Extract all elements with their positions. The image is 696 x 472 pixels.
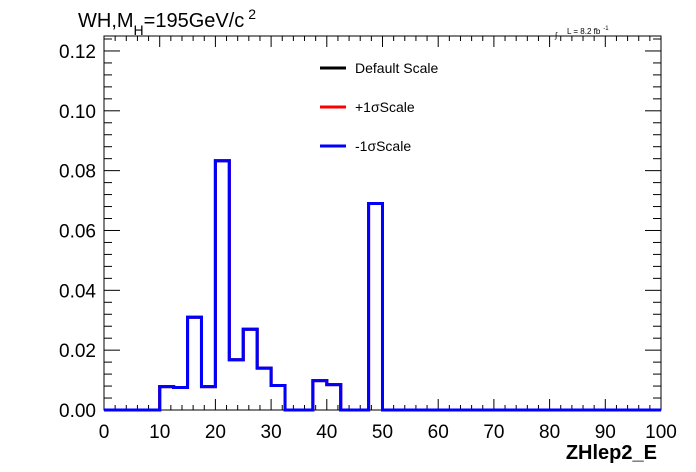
x-tick-label: 90 <box>595 422 616 443</box>
y-tick-label: 0.10 <box>59 102 96 123</box>
legend: Default Scale +1σScale -1σScale <box>320 60 438 154</box>
y-tick-label: 0.04 <box>59 281 96 302</box>
x-tick-label: 40 <box>316 422 337 443</box>
legend-label: -1σScale <box>355 138 411 154</box>
y-tick-label: 0.12 <box>59 42 96 63</box>
x-tick-label: 100 <box>645 422 677 443</box>
lumi-text: L = 8.2 fb <box>567 27 601 36</box>
x-tick-label: 10 <box>149 422 170 443</box>
x-tick-label: 70 <box>483 422 504 443</box>
x-tick-label: 30 <box>261 422 282 443</box>
series-line-2 <box>104 159 661 412</box>
title-subscript: H <box>134 22 144 38</box>
x-tick-label: 20 <box>205 422 226 443</box>
x-tick-label: 50 <box>372 422 393 443</box>
y-tick-label: 0.08 <box>59 162 96 183</box>
legend-label: +1σScale <box>355 99 415 115</box>
lumi-label: L = 8.2 fb -1 <box>567 26 609 36</box>
chart-title: WH,MH=195GeV/c 2 <box>78 6 256 38</box>
y-tick-label: 0.06 <box>59 221 96 242</box>
x-tick-label: 80 <box>539 422 560 443</box>
y-tick-label: 0.00 <box>59 401 96 422</box>
y-tick-label: 0.02 <box>59 341 96 362</box>
title-superscript: 2 <box>248 6 256 22</box>
series-layer <box>104 159 661 412</box>
x-tick-label: 0 <box>99 422 110 443</box>
axes: 0 10 20 30 40 50 60 70 80 90 100 0.00 0.02 0.04 0.06 0.… <box>59 36 677 443</box>
x-tick-label: 60 <box>428 422 449 443</box>
legend-label: Default Scale <box>355 60 438 76</box>
x-axis-label: ZHlep2_E <box>566 442 657 464</box>
lumi-superscript: -1 <box>603 26 609 32</box>
title-after: =195GeV/c <box>144 10 245 32</box>
title-main: WH,M <box>78 10 134 32</box>
